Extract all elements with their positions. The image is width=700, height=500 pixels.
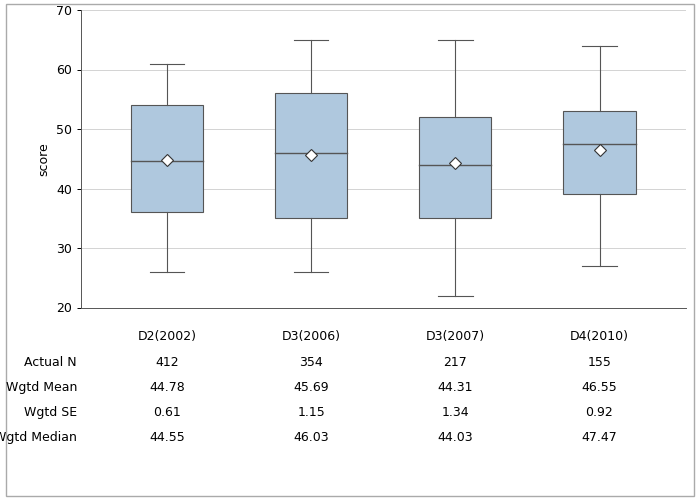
Text: 46.55: 46.55 [582,381,617,394]
Text: 44.31: 44.31 [438,381,473,394]
Text: D3(2007): D3(2007) [426,330,485,343]
Text: 217: 217 [444,356,467,369]
Text: D2(2002): D2(2002) [137,330,197,343]
Text: 44.78: 44.78 [149,381,185,394]
Text: 46.03: 46.03 [293,431,329,444]
Text: Wgtd Median: Wgtd Median [0,431,77,444]
Y-axis label: score: score [38,142,50,176]
Text: 0.61: 0.61 [153,406,181,419]
Text: 1.34: 1.34 [442,406,469,419]
Text: 155: 155 [587,356,611,369]
Text: 44.03: 44.03 [438,431,473,444]
Text: 354: 354 [300,356,323,369]
Bar [419,117,491,218]
Text: 0.92: 0.92 [586,406,613,419]
Text: Wgtd Mean: Wgtd Mean [6,381,77,394]
Text: D4(2010): D4(2010) [570,330,629,343]
Text: D3(2006): D3(2006) [281,330,341,343]
Text: Actual N: Actual N [25,356,77,369]
Bar [131,105,203,212]
Text: 47.47: 47.47 [582,431,617,444]
Text: 45.69: 45.69 [293,381,329,394]
Bar [275,94,347,218]
Text: 412: 412 [155,356,178,369]
Text: 44.55: 44.55 [149,431,185,444]
Text: 1.15: 1.15 [298,406,325,419]
Text: Wgtd SE: Wgtd SE [24,406,77,419]
Bar [564,111,636,194]
